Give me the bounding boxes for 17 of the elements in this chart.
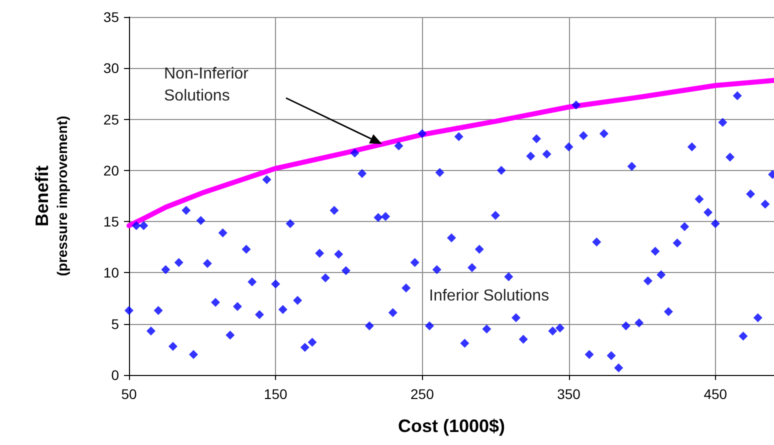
y-tick-label: 35 [103,9,120,25]
x-tick-label: 150 [264,386,288,402]
annotation: Inferior Solutions [429,288,550,305]
y-axis-title: Benefit (pressure improvement) [32,116,70,276]
annotation: Non-Inferior Solutions [164,66,250,104]
x-tick-label: 450 [704,386,728,402]
x-tick-label: 350 [557,386,581,402]
y-tick-label: 5 [111,316,120,332]
y-tick-label: 25 [103,111,120,128]
y-tick-label: 0 [111,367,120,383]
y-tick-label: 30 [103,60,120,76]
y-tick-label: 15 [103,214,120,230]
x-tick-label: 50 [121,386,137,402]
y-tick-label: 10 [103,264,120,281]
y-tick-label: 20 [103,162,120,178]
x-tick-label: 250 [410,386,434,402]
x-axis-title: Cost (1000$) [398,416,506,436]
